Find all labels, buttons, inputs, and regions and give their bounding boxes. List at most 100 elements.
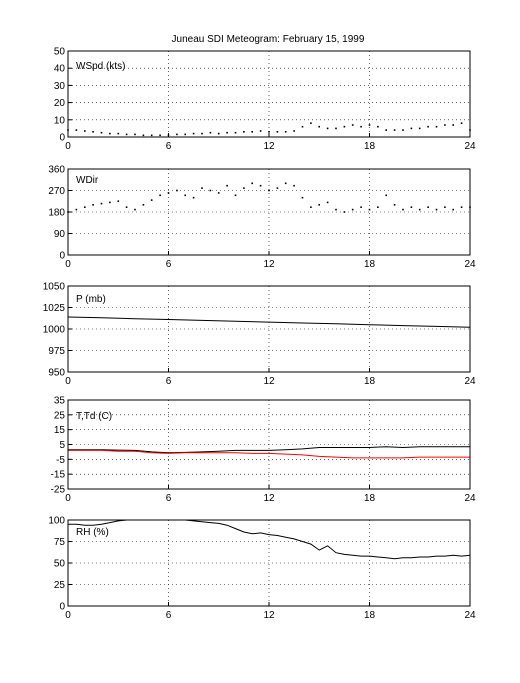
plot-border bbox=[67, 519, 471, 607]
data-point bbox=[142, 204, 145, 206]
plot-border bbox=[67, 399, 471, 490]
y-tick-label: 25 bbox=[54, 580, 66, 591]
data-point bbox=[343, 125, 346, 128]
data-point bbox=[284, 182, 287, 185]
data-point bbox=[234, 194, 237, 197]
data-point bbox=[444, 124, 446, 126]
data-point bbox=[217, 192, 220, 194]
data-point bbox=[234, 131, 237, 134]
x-tick-label: 12 bbox=[263, 259, 275, 270]
panel-relative-humidity: 0 6 12 18 24 0 25 50 75 100 RH (%) bbox=[48, 516, 476, 622]
data-point bbox=[393, 204, 396, 206]
data-point bbox=[209, 131, 212, 134]
panel-temperature-dewpoint: 0 6 12 18 24 -25 -15 -5 5 15 25 35 T,Td (C) bbox=[51, 396, 476, 505]
data-point bbox=[75, 129, 78, 131]
data-point bbox=[201, 187, 203, 189]
data-point bbox=[351, 124, 354, 126]
data-point bbox=[318, 204, 320, 206]
data-point bbox=[402, 129, 404, 131]
panel-label: RH (%) bbox=[76, 527, 109, 538]
data-point bbox=[293, 184, 295, 187]
data-point bbox=[92, 204, 94, 206]
data-point bbox=[159, 194, 161, 197]
data-point bbox=[385, 194, 387, 197]
y-tick-label: 30 bbox=[54, 81, 66, 92]
data-point bbox=[167, 192, 170, 194]
y-tick-label: 35 bbox=[54, 396, 66, 407]
data-point bbox=[192, 132, 195, 135]
data-point bbox=[385, 129, 387, 131]
data-point bbox=[159, 134, 161, 137]
y-tick-label: -15 bbox=[51, 470, 66, 481]
x-tick-label: 18 bbox=[364, 376, 376, 387]
data-point bbox=[117, 132, 120, 135]
data-point bbox=[184, 133, 186, 136]
x-tick-label: 6 bbox=[166, 376, 172, 387]
y-tick-label: 1025 bbox=[43, 303, 66, 314]
data-point bbox=[326, 201, 329, 204]
data-point bbox=[393, 129, 396, 131]
data-point bbox=[268, 131, 270, 133]
data-point bbox=[276, 131, 279, 133]
x-tick-label: 18 bbox=[364, 610, 376, 621]
x-tick-label: 18 bbox=[364, 259, 376, 270]
x-tick-label: 24 bbox=[464, 259, 476, 270]
panel-wind-speed: 0 6 12 18 24 0 10 20 30 40 50 WSpd (kts) bbox=[54, 47, 476, 153]
y-tick-label: 0 bbox=[59, 251, 65, 262]
x-tick-label: 0 bbox=[65, 493, 71, 504]
data-point bbox=[276, 187, 279, 189]
y-tick-label: 0 bbox=[59, 602, 65, 613]
data-point bbox=[209, 189, 212, 192]
y-tick-label: 40 bbox=[54, 64, 66, 75]
data-point bbox=[452, 208, 454, 211]
data-point bbox=[402, 208, 404, 211]
y-tick-label: 5 bbox=[59, 440, 65, 451]
y-tick-label: 360 bbox=[48, 165, 65, 176]
data-point bbox=[452, 124, 454, 126]
data-point bbox=[226, 184, 228, 187]
x-tick-label: 18 bbox=[364, 141, 376, 152]
x-tick-label: 24 bbox=[464, 141, 476, 152]
data-point bbox=[293, 130, 295, 132]
data-point bbox=[251, 182, 253, 185]
data-point bbox=[410, 206, 413, 208]
x-tick-label: 6 bbox=[166, 493, 172, 504]
data-point bbox=[134, 133, 136, 136]
y-tick-label: 1000 bbox=[43, 325, 66, 336]
data-point bbox=[301, 196, 304, 199]
data-point bbox=[125, 206, 128, 208]
data-point bbox=[184, 194, 186, 197]
y-tick-label: 950 bbox=[48, 368, 65, 379]
y-tick-label: 50 bbox=[54, 559, 66, 570]
y-tick-label: 100 bbox=[48, 516, 65, 527]
x-tick-label: 12 bbox=[263, 141, 275, 152]
data-point bbox=[335, 208, 337, 211]
panel-label: WDir bbox=[76, 175, 99, 186]
panel-label: P (mb) bbox=[76, 294, 106, 305]
data-point bbox=[109, 132, 111, 135]
x-tick-label: 12 bbox=[263, 610, 275, 621]
data-point bbox=[117, 200, 120, 202]
data-point bbox=[427, 125, 429, 128]
data-point bbox=[259, 130, 262, 132]
data-point bbox=[125, 133, 128, 136]
data-point bbox=[251, 131, 253, 133]
data-point bbox=[318, 125, 320, 128]
x-tick-label: 12 bbox=[263, 376, 275, 387]
y-tick-label: 50 bbox=[54, 47, 66, 58]
plot-border bbox=[67, 168, 471, 256]
data-point bbox=[326, 127, 329, 130]
data-point bbox=[360, 125, 362, 128]
data-point bbox=[134, 208, 136, 211]
x-tick-label: 6 bbox=[166, 610, 172, 621]
y-tick-label: 270 bbox=[48, 186, 65, 197]
x-tick-label: 6 bbox=[166, 259, 172, 270]
data-point bbox=[142, 134, 145, 137]
x-tick-label: 0 bbox=[65, 259, 71, 270]
panel-label: WSpd (kts) bbox=[76, 61, 125, 72]
data-point bbox=[418, 208, 421, 211]
x-tick-label: 18 bbox=[364, 493, 376, 504]
data-point bbox=[444, 206, 446, 208]
x-tick-label: 24 bbox=[464, 493, 476, 504]
data-point bbox=[310, 122, 312, 124]
